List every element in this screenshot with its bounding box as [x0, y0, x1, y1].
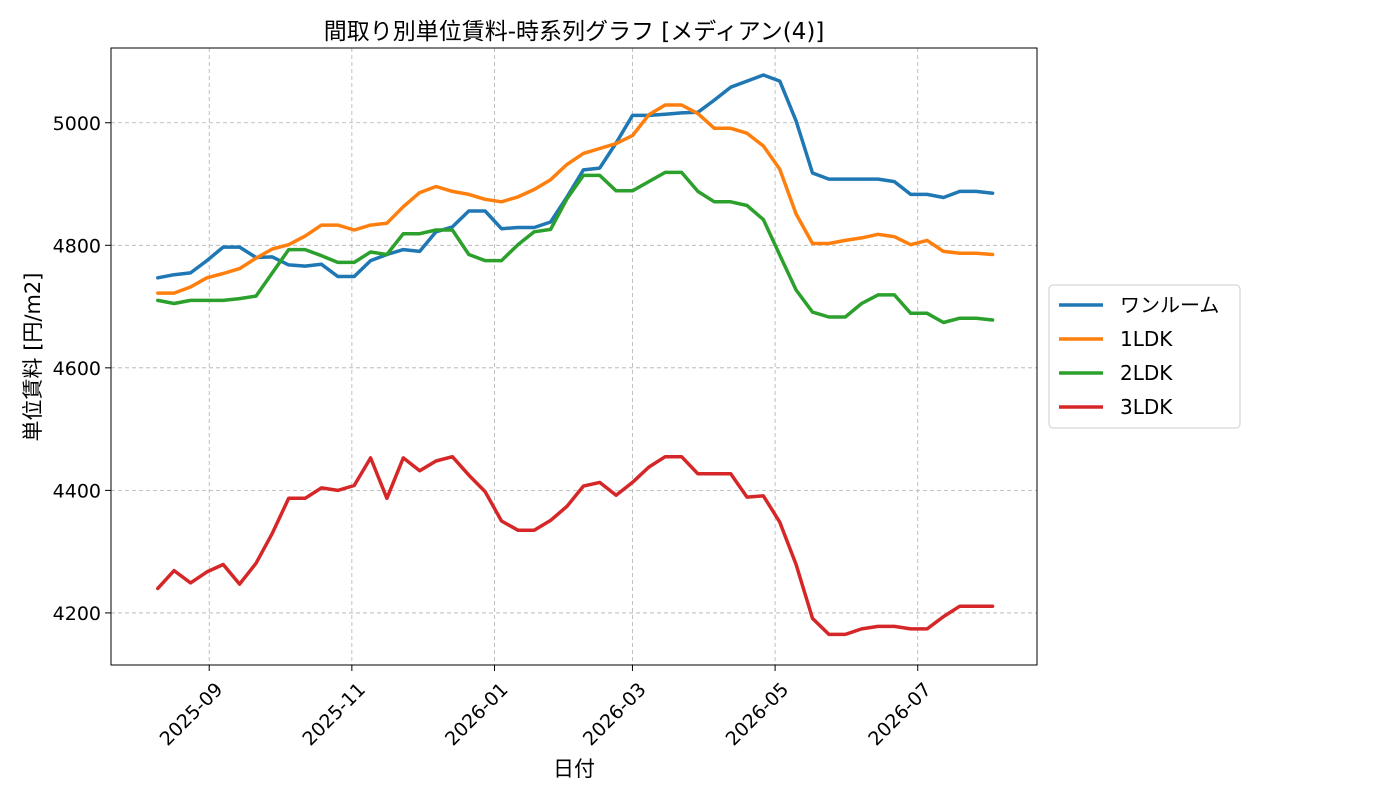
legend-label: ワンルーム — [1120, 293, 1219, 317]
plot-frame — [110, 47, 1038, 666]
series-line-2 — [156, 170, 995, 325]
y-axis: 4200 4400 4600 4800 5000 — [53, 113, 111, 625]
y-tick-label: 4200 — [53, 603, 101, 625]
grid-lines — [111, 48, 1037, 665]
legend-label: 2LDK — [1120, 361, 1173, 385]
series-line-3 — [156, 454, 995, 637]
legend: ワンルーム 1LDK 2LDK 3LDK — [1048, 284, 1241, 429]
y-tick-label: 4400 — [53, 480, 101, 502]
series-layer — [156, 73, 995, 637]
y-tick-label: 4800 — [53, 235, 101, 257]
series-line-0 — [156, 73, 995, 280]
legend-label: 1LDK — [1120, 327, 1173, 351]
legend-label: 3LDK — [1120, 395, 1173, 419]
y-axis-label: 単位賃料 [円/m2] — [21, 273, 45, 442]
series-line-1 — [156, 103, 995, 295]
legend-box — [1048, 284, 1241, 429]
chart-title: 間取り別単位賃料-時系列グラフ [メディアン(4)] — [324, 19, 825, 45]
y-tick-label: 5000 — [53, 113, 101, 135]
x-axis-label: 日付 — [553, 757, 595, 781]
y-tick-label: 4600 — [53, 358, 101, 380]
